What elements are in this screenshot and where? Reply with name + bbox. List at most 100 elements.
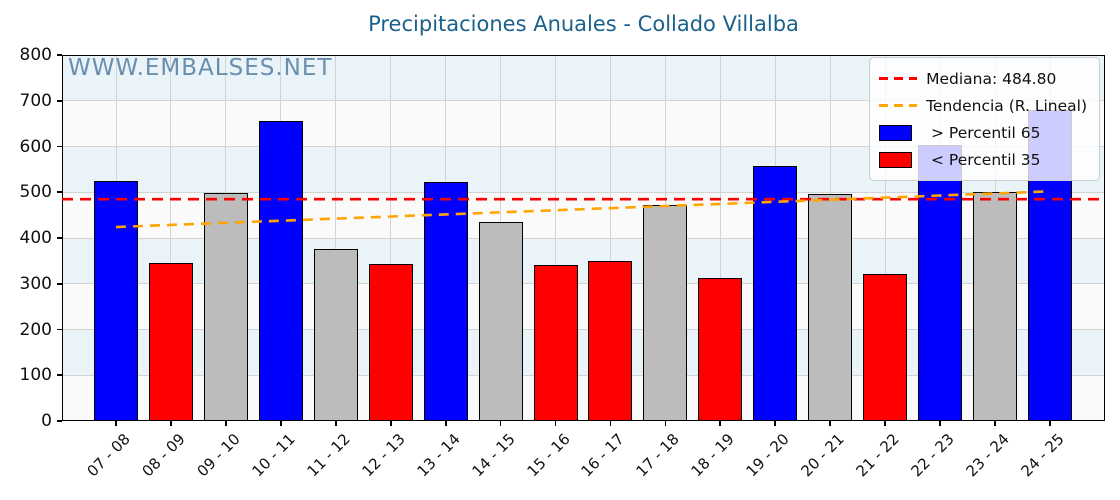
x-tick-mark <box>664 421 667 426</box>
x-tick-label: 24 - 25 <box>1017 430 1068 481</box>
bar-09-10 <box>203 193 248 421</box>
bar-14-15 <box>478 222 523 421</box>
watermark: WWW.EMBALSES.NET <box>68 55 333 81</box>
x-tick-label: 23 - 24 <box>962 430 1013 481</box>
legend-item-label: < Percentil 35 <box>926 150 1041 169</box>
bar-11-12 <box>313 248 358 421</box>
h-gridline <box>62 283 1105 285</box>
x-tick-label: 20 - 21 <box>797 430 848 481</box>
bar-10-11 <box>258 120 303 421</box>
chart-title: Precipitaciones Anuales - Collado Villal… <box>368 12 799 36</box>
x-tick-mark <box>334 421 337 426</box>
h-gridline <box>62 329 1105 330</box>
x-tick-mark <box>719 421 722 426</box>
y-tick-label: 600 <box>19 136 52 157</box>
bar-19-20 <box>753 165 798 421</box>
legend: Mediana: 484.80 Tendencia (R. Lineal) > P… <box>869 57 1100 181</box>
y-tick-label: 200 <box>19 319 52 340</box>
v-gridline <box>884 55 886 421</box>
h-gridline <box>62 146 1105 147</box>
v-gridline <box>170 55 172 421</box>
bar-21-22 <box>863 273 908 421</box>
y-tick-mark <box>57 282 62 285</box>
x-tick-label: 21 - 22 <box>852 430 903 481</box>
legend-item: Tendencia (R. Lineal) <box>879 92 1087 119</box>
y-tick-mark <box>57 191 62 194</box>
y-tick-label: 0 <box>41 411 52 431</box>
x-tick-label: 08 - 09 <box>138 430 189 481</box>
bar-22-23 <box>918 145 963 421</box>
x-tick-mark <box>1049 421 1051 426</box>
color-patch-icon <box>879 151 913 168</box>
y-tick-label: 800 <box>19 45 52 65</box>
y-tick-label: 300 <box>19 273 52 294</box>
v-gridline <box>609 55 611 421</box>
v-gridline <box>555 55 557 421</box>
legend-item-label: Tendencia (R. Lineal) <box>926 96 1087 115</box>
legend-item: < Percentil 35 <box>879 146 1087 173</box>
x-tick-mark <box>279 421 282 426</box>
bar-07-08 <box>94 180 138 421</box>
x-tick-mark <box>444 421 447 426</box>
plot-area: WWW.EMBALSES.NET Mediana: 484.80 Tendenci… <box>62 55 1105 421</box>
bar-08-09 <box>148 262 193 421</box>
bar-16-17 <box>588 261 633 421</box>
bar-17-18 <box>643 204 688 421</box>
x-tick-mark <box>884 421 887 426</box>
y-tick-label: 500 <box>19 182 52 203</box>
v-gridline <box>719 55 721 421</box>
y-tick-mark <box>57 237 62 239</box>
bar-13-14 <box>423 182 468 421</box>
y-tick-mark <box>57 99 62 102</box>
bar-18-19 <box>698 277 743 421</box>
bar-12-13 <box>368 263 413 421</box>
x-tick-mark <box>994 421 996 426</box>
y-tick-label: 100 <box>19 365 52 386</box>
x-tick-label: 16 - 17 <box>577 430 629 481</box>
y-tick-mark <box>57 374 62 377</box>
v-gridline <box>390 55 392 421</box>
x-tick-mark <box>609 421 612 426</box>
x-tick-label: 09 - 10 <box>193 430 244 481</box>
dash-line-icon <box>879 77 918 80</box>
bar-15-16 <box>533 265 578 421</box>
x-tick-mark <box>224 421 227 426</box>
x-tick-label: 22 - 23 <box>907 430 958 481</box>
legend-item: > Percentil 65 <box>879 119 1087 146</box>
legend-swatch-icon <box>879 124 917 141</box>
x-tick-mark <box>774 421 777 426</box>
h-gridline <box>62 237 1105 239</box>
x-tick-label: 10 - 11 <box>248 430 299 481</box>
x-tick-mark <box>115 421 117 426</box>
legend-item-label: > Percentil 65 <box>926 123 1041 142</box>
x-tick-mark <box>939 421 941 426</box>
x-tick-label: 17 - 18 <box>632 430 684 481</box>
h-gridline <box>62 100 1105 102</box>
legend-swatch-icon <box>879 151 917 168</box>
y-tick-label: 700 <box>19 90 52 111</box>
x-tick-label: 15 - 16 <box>522 430 574 481</box>
y-tick-mark <box>57 145 62 148</box>
x-tick-mark <box>554 421 557 426</box>
color-patch-icon <box>879 124 913 141</box>
x-tick-mark <box>499 421 502 426</box>
x-tick-mark <box>389 421 392 426</box>
x-tick-label: 12 - 13 <box>358 430 409 481</box>
x-tick-mark <box>829 421 832 426</box>
x-tick-label: 11 - 12 <box>303 430 354 481</box>
dash-line-icon <box>879 104 918 107</box>
x-tick-mark <box>170 421 172 426</box>
bar-23-24 <box>973 191 1018 421</box>
x-tick-label: 18 - 19 <box>687 430 739 481</box>
v-gridline <box>335 55 337 421</box>
x-tick-label: 07 - 08 <box>83 430 134 481</box>
x-tick-label: 13 - 14 <box>413 430 464 481</box>
y-tick-label: 400 <box>19 228 52 248</box>
legend-dash-icon <box>879 104 918 107</box>
legend-dash-icon <box>879 77 918 80</box>
legend-item: Mediana: 484.80 <box>879 65 1087 92</box>
y-tick-mark <box>57 54 62 56</box>
bar-20-21 <box>808 194 853 421</box>
x-tick-label: 14 - 15 <box>468 430 519 481</box>
